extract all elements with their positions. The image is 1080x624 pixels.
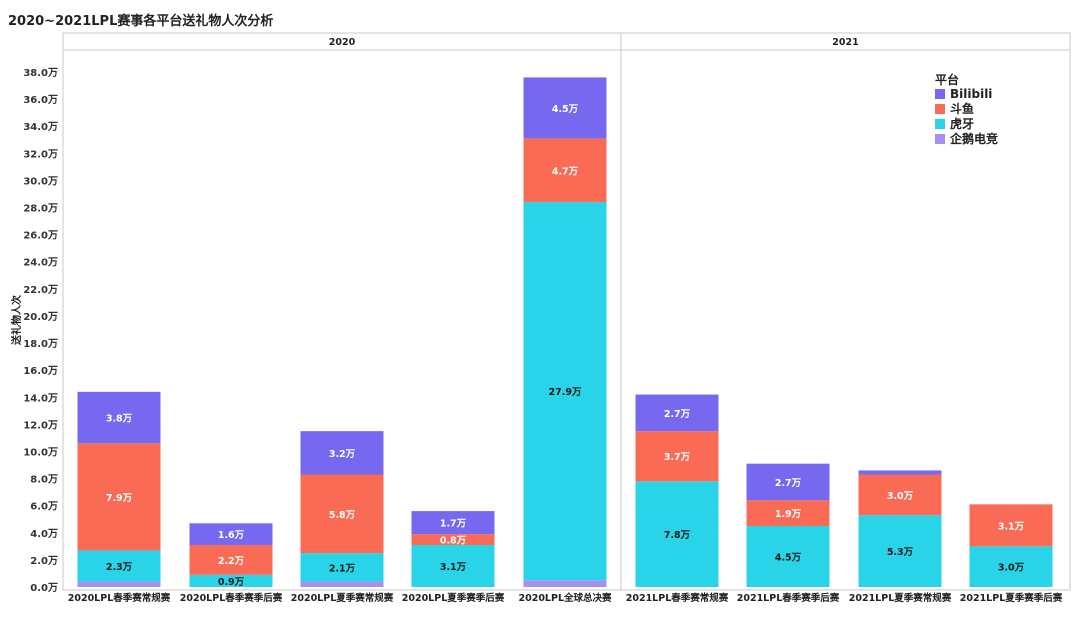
data-label: 2.7万 [664, 409, 691, 420]
chart-title: 2020~2021LPL赛事各平台送礼物人次分析 [8, 14, 274, 29]
data-label: 1.9万 [775, 509, 802, 520]
bar-segment [746, 526, 830, 587]
y-tick-label: 24.0万 [23, 257, 58, 269]
bar-segment [300, 431, 384, 475]
x-category-label: 2021LPL夏季赛季后赛 [960, 592, 1063, 604]
legend-swatch [935, 119, 945, 129]
bar-segment [635, 481, 719, 587]
bar-segment [746, 463, 830, 501]
bar-segment [300, 553, 384, 582]
y-tick-label: 26.0万 [23, 230, 58, 242]
y-tick-label: 6.0万 [30, 501, 58, 513]
bar-segment [523, 77, 607, 139]
bar-segment [189, 574, 273, 587]
bar-segment [746, 500, 830, 527]
y-tick-label: 32.0万 [23, 148, 58, 160]
group-label: 2020 [329, 37, 356, 48]
data-label: 7.9万 [106, 493, 133, 504]
data-label: 0.9万 [218, 577, 245, 588]
legend-item-label: 斗鱼 [950, 101, 974, 116]
y-tick-label: 8.0万 [30, 474, 58, 486]
bar-segment [858, 515, 942, 587]
plot-frame [62, 32, 1071, 591]
legend-swatch [935, 134, 945, 144]
data-label: 2.3万 [106, 562, 133, 573]
data-label: 3.1万 [440, 562, 467, 573]
bar-segment [858, 470, 942, 475]
bar-segment [77, 581, 161, 587]
x-category-label: 2021LPL春季赛季后赛 [737, 592, 840, 604]
data-label: 4.7万 [552, 166, 579, 177]
bar-segment [411, 534, 495, 545]
legend-swatch [935, 104, 945, 114]
y-tick-label: 38.0万 [23, 67, 58, 79]
x-category-label: 2020LPL全球总决赛 [518, 592, 612, 604]
y-tick-label: 0.0万 [30, 582, 58, 594]
data-label: 2.1万 [329, 563, 356, 574]
bar-segment [77, 443, 161, 551]
x-category-label: 2020LPL夏季赛季后赛 [402, 592, 505, 604]
y-tick-label: 14.0万 [23, 392, 58, 404]
data-label: 3.7万 [664, 452, 691, 463]
legend-item-label: 企鹅电竞 [949, 131, 998, 146]
legend-item-label: 虎牙 [950, 116, 974, 131]
x-category-label: 2020LPL夏季赛常规赛 [291, 592, 394, 604]
bar-segment [300, 474, 384, 554]
legend-title: 平台 [935, 72, 959, 87]
bar-segment [189, 544, 273, 575]
y-tick-label: 16.0万 [23, 365, 58, 377]
bar-segment [77, 391, 161, 444]
data-label: 3.1万 [998, 521, 1025, 532]
data-label: 5.3万 [887, 547, 914, 558]
legend-swatch [935, 89, 945, 99]
y-tick-label: 28.0万 [23, 203, 58, 215]
x-category-label: 2021LPL夏季赛常规赛 [849, 592, 952, 604]
y-tick-label: 2.0万 [30, 555, 58, 567]
y-tick-label: 4.0万 [30, 528, 58, 540]
y-tick-label: 10.0万 [23, 446, 58, 458]
bar-segment [969, 504, 1053, 547]
legend-item-label: Bilibili [950, 87, 992, 101]
y-tick-label: 22.0万 [23, 284, 58, 296]
x-category-label: 2020LPL春季赛常规赛 [68, 592, 171, 604]
data-label: 4.5万 [552, 104, 579, 115]
bar-segment [411, 544, 495, 587]
data-label: 27.9万 [549, 387, 582, 398]
x-category-label: 2020LPL春季赛季后赛 [180, 592, 283, 604]
bar-segment [635, 394, 719, 432]
y-tick-label: 30.0万 [23, 175, 58, 187]
data-label: 3.0万 [998, 563, 1025, 574]
data-label: 4.5万 [775, 553, 802, 564]
bar-segment [411, 511, 495, 535]
data-label: 5.8万 [329, 510, 356, 521]
bar-segment [77, 550, 161, 582]
bar-segment [635, 431, 719, 482]
x-category-label: 2021LPL春季赛常规赛 [626, 592, 729, 604]
data-label: 0.8万 [440, 536, 467, 547]
y-axis-title: 送礼物人次 [10, 295, 23, 346]
data-label: 1.6万 [218, 530, 245, 541]
y-tick-label: 18.0万 [23, 338, 58, 350]
y-tick-label: 12.0万 [23, 419, 58, 431]
bar-segment [969, 546, 1053, 587]
data-label: 2.7万 [775, 478, 802, 489]
data-label: 2.2万 [218, 556, 245, 567]
bar-segment [523, 202, 607, 581]
y-tick-label: 36.0万 [23, 94, 58, 106]
bar-segment [189, 523, 273, 545]
bar-segment [523, 580, 607, 587]
data-label: 3.2万 [329, 449, 356, 460]
y-tick-label: 34.0万 [23, 121, 58, 133]
group-label: 2021 [832, 37, 858, 48]
data-label: 1.7万 [440, 519, 467, 530]
bar-segment [523, 138, 607, 203]
data-label: 7.8万 [664, 530, 691, 541]
y-tick-label: 20.0万 [23, 311, 58, 323]
bar-segment [300, 581, 384, 587]
data-label: 3.8万 [106, 414, 133, 425]
data-label: 3.0万 [887, 491, 914, 502]
bar-segment [858, 474, 942, 516]
